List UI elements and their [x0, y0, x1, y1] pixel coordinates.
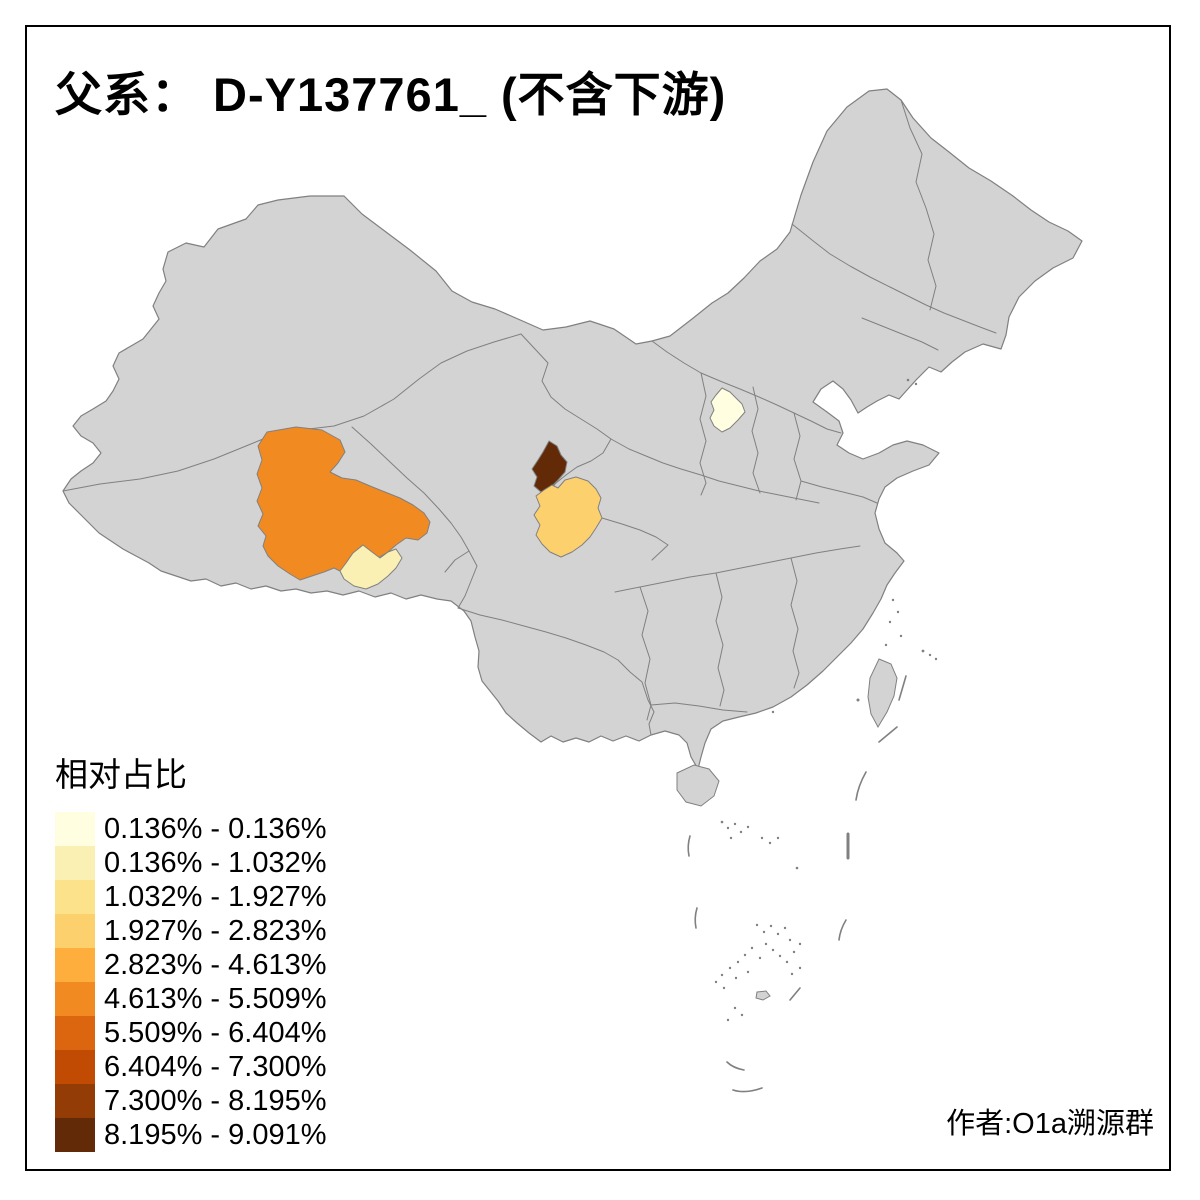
legend-color-swatch: [55, 880, 95, 914]
legend-color-swatch: [55, 914, 95, 948]
legend-range-label: 1.927% - 2.823%: [104, 914, 327, 947]
legend-row: 1.032% - 1.927%: [55, 880, 326, 914]
legend-row: 0.136% - 1.032%: [55, 846, 326, 880]
author-credit: 作者:O1a溯源群: [946, 1108, 1154, 1140]
province-borders: [62, 99, 997, 736]
coastal-island-dots: [771, 378, 938, 714]
legend-color-swatch: [55, 982, 95, 1016]
legend-rows: 0.136% - 0.136% 0.136% - 1.032% 1.032% -…: [55, 812, 326, 1152]
region-pale-north-central: [709, 387, 746, 433]
legend-row: 4.613% - 5.509%: [55, 982, 326, 1016]
legend-range-label: 5.509% - 6.404%: [104, 1016, 327, 1049]
legend-range-label: 0.136% - 1.032%: [104, 846, 327, 879]
legend-range-label: 2.823% - 4.613%: [104, 948, 327, 981]
legend-row: 2.823% - 4.613%: [55, 948, 326, 982]
sea-boundary-dashes: [687, 675, 907, 1093]
region-pale-south-of-large: [339, 544, 403, 590]
legend-range-label: 1.032% - 1.927%: [104, 880, 327, 913]
legend-color-swatch: [55, 812, 95, 846]
legend-color-swatch: [55, 1084, 95, 1118]
legend-row: 5.509% - 6.404%: [55, 1016, 326, 1050]
map-legend: 相对占比 0.136% - 0.136% 0.136% - 1.032% 1.0…: [55, 748, 326, 1152]
legend-color-swatch: [55, 846, 95, 880]
legend-range-label: 8.195% - 9.091%: [104, 1118, 327, 1151]
region-tan-southeast-of-dark: [533, 476, 603, 558]
islands: [676, 378, 938, 1093]
legend-range-label: 0.136% - 0.136%: [104, 812, 327, 845]
taiwan-island: [867, 658, 898, 729]
mainland-outline: [62, 88, 1083, 770]
small-island: [755, 990, 771, 1001]
hainan-island: [676, 764, 720, 807]
figure-title: 父系： D-Y137761_ (不含下游): [55, 68, 727, 121]
legend-row: 8.195% - 9.091%: [55, 1118, 326, 1152]
legend-row: 1.927% - 2.823%: [55, 914, 326, 948]
legend-range-label: 6.404% - 7.300%: [104, 1050, 327, 1083]
legend-row: 7.300% - 8.195%: [55, 1084, 326, 1118]
legend-color-swatch: [55, 1016, 95, 1050]
legend-title: 相对占比: [55, 756, 187, 793]
legend-color-swatch: [55, 1050, 95, 1084]
legend-row: 0.136% - 0.136%: [55, 812, 326, 846]
legend-range-label: 4.613% - 5.509%: [104, 982, 327, 1015]
legend-row: 6.404% - 7.300%: [55, 1050, 326, 1084]
colored-regions: [256, 387, 746, 590]
south-china-sea-island-dots: [714, 820, 802, 1022]
legend-color-swatch: [55, 1118, 95, 1152]
legend-color-swatch: [55, 948, 95, 982]
legend-range-label: 7.300% - 8.195%: [104, 1084, 327, 1117]
